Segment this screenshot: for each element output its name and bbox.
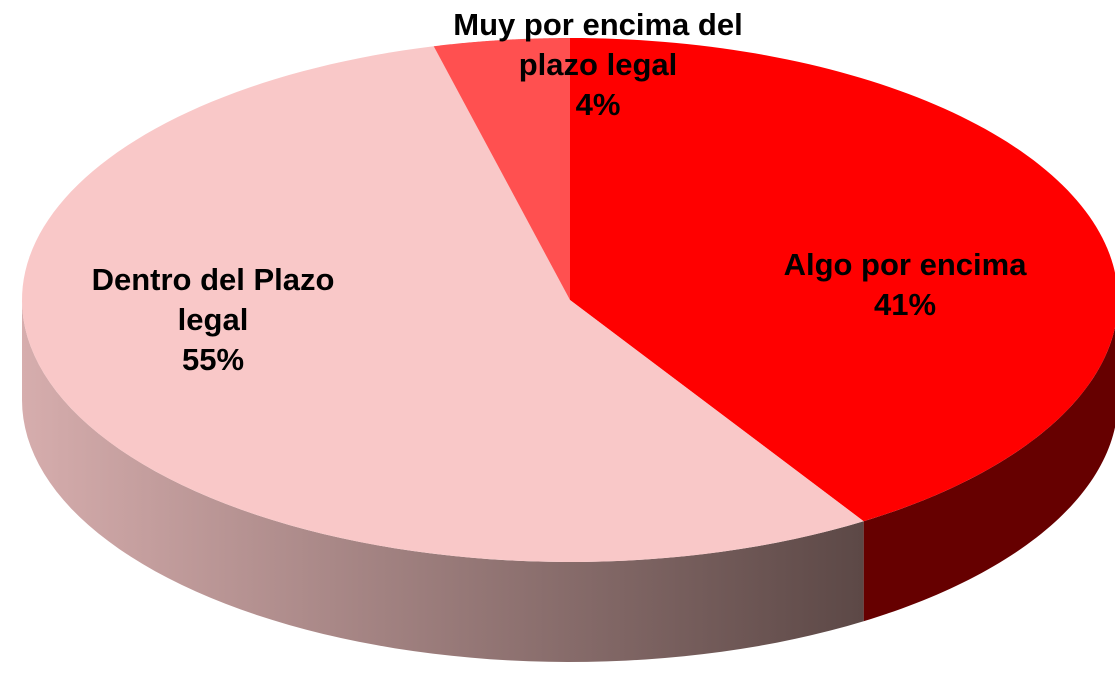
category-label: Muy por encima del plazo legal <box>453 7 743 82</box>
value-label: 4% <box>575 87 621 122</box>
pie-slice <box>22 46 864 562</box>
pie-slice-side <box>863 327 1115 622</box>
category-label: Dentro del Plazo legal <box>91 262 335 337</box>
slice-label: Muy por encima del plazo legal 4% <box>428 5 768 125</box>
category-label: Algo por encima <box>783 247 1027 282</box>
value-label: 55% <box>181 342 245 377</box>
slice-label: Dentro del Plazo legal 55% <box>68 260 358 380</box>
value-label: 41% <box>873 287 937 322</box>
pie-slice-side <box>22 300 864 662</box>
slice-label: Algo por encima 41% <box>745 245 1065 325</box>
pie-slice <box>570 38 1115 522</box>
pie-slice <box>433 38 570 300</box>
